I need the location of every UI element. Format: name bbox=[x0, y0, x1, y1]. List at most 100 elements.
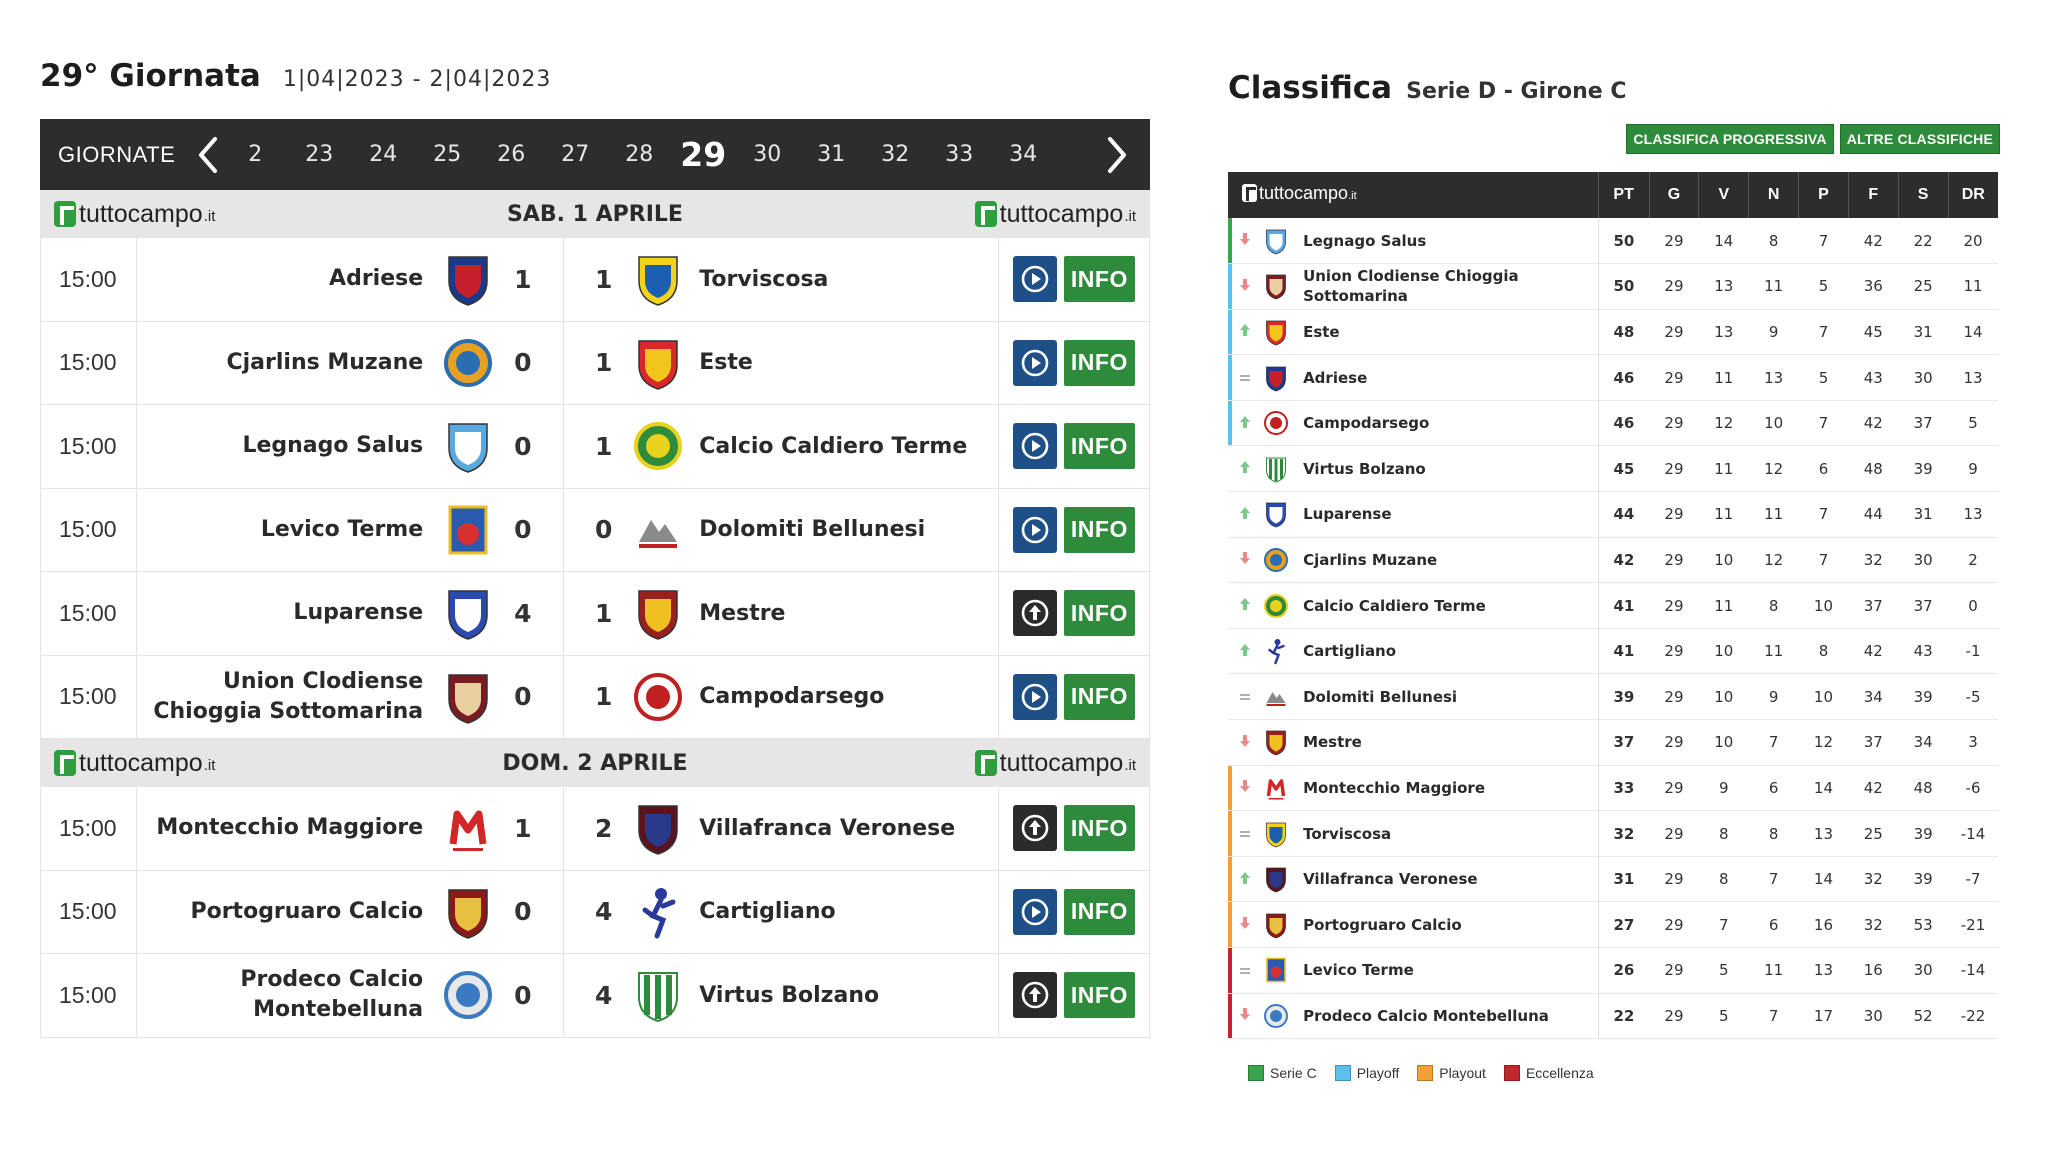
info-button[interactable]: INFO bbox=[1063, 888, 1135, 935]
play-video-button[interactable] bbox=[1012, 673, 1057, 720]
standings-row[interactable]: Mestre 37 29 10 7 12 37 34 3 bbox=[1228, 719, 1998, 766]
away-team[interactable]: Mestre bbox=[699, 600, 786, 626]
standings-row[interactable]: Campodarsego 46 29 12 10 7 42 37 5 bbox=[1228, 400, 1998, 447]
team-name[interactable]: Virtus Bolzano bbox=[1293, 445, 1599, 493]
round-25[interactable]: 25 bbox=[433, 142, 462, 167]
standings-row[interactable]: Adriese 46 29 11 13 5 43 30 13 bbox=[1228, 354, 1998, 401]
team-name[interactable]: Levico Terme bbox=[1293, 947, 1599, 994]
info-button[interactable]: INFO bbox=[1063, 673, 1135, 720]
play-video-button[interactable] bbox=[1012, 423, 1057, 470]
away-team[interactable]: Este bbox=[699, 350, 753, 376]
standings-row[interactable]: Este 48 29 13 9 7 45 31 14 bbox=[1228, 309, 1998, 356]
info-button[interactable]: INFO bbox=[1063, 972, 1135, 1019]
zone-indicator bbox=[1228, 263, 1233, 310]
round-34[interactable]: 34 bbox=[1009, 142, 1038, 167]
standings-row[interactable]: Cartigliano 41 29 10 11 8 42 43 -1 bbox=[1228, 628, 1998, 675]
round-27[interactable]: 27 bbox=[561, 142, 590, 167]
info-button[interactable]: INFO bbox=[1063, 590, 1135, 637]
col-header-p[interactable]: P bbox=[1798, 172, 1849, 218]
home-team[interactable]: Legnago Salus bbox=[242, 433, 424, 459]
play-video-button[interactable] bbox=[1012, 339, 1057, 386]
upload-video-button[interactable] bbox=[1012, 590, 1057, 637]
standings-row[interactable]: Cjarlins Muzane 42 29 10 12 7 32 30 2 bbox=[1228, 537, 1998, 584]
standings-row[interactable]: Calcio Caldiero Terme 41 29 11 8 10 37 37 0 bbox=[1228, 582, 1998, 629]
standings-row[interactable]: Prodeco Calcio Montebelluna 22 29 5 7 17 30 52-… bbox=[1228, 993, 1998, 1040]
col-header-s[interactable]: S bbox=[1897, 172, 1949, 218]
standings-row[interactable]: Portogruaro Calcio 27 29 7 6 16 32 53 -21 bbox=[1228, 901, 1998, 948]
info-button[interactable]: INFO bbox=[1063, 423, 1135, 470]
home-team[interactable]: Adriese bbox=[329, 266, 424, 292]
classifica-progressiva-button[interactable]: CLASSIFICA PROGRESSIVA bbox=[1626, 124, 1834, 154]
round-2[interactable]: 2 bbox=[248, 142, 263, 167]
team-name[interactable]: Dolomiti Bellunesi bbox=[1293, 673, 1599, 721]
team-name[interactable]: Union Clodiense Chioggia Sottomarina bbox=[1293, 263, 1599, 310]
chevron-left-icon[interactable] bbox=[193, 135, 223, 175]
away-team[interactable]: Virtus Bolzano bbox=[699, 982, 880, 1008]
play-video-button[interactable] bbox=[1012, 888, 1057, 935]
standings-row[interactable]: Montecchio Maggiore 33 29 9 6 14 42 48 -6 bbox=[1228, 765, 1998, 812]
away-team[interactable]: Villafranca Veronese bbox=[699, 815, 956, 841]
team-name[interactable]: Portogruaro Calcio bbox=[1293, 901, 1599, 948]
home-team[interactable]: Levico Terme bbox=[260, 516, 424, 542]
upload-video-button[interactable] bbox=[1012, 805, 1057, 852]
stat-g: 29 bbox=[1649, 445, 1699, 493]
round-24[interactable]: 24 bbox=[369, 142, 398, 167]
col-header-n[interactable]: N bbox=[1748, 172, 1799, 218]
home-team[interactable]: Portogruaro Calcio bbox=[190, 898, 424, 924]
team-name[interactable]: Torviscosa bbox=[1293, 810, 1599, 857]
standings-row[interactable]: Virtus Bolzano 45 29 11 12 6 48 39 9 bbox=[1228, 445, 1998, 493]
standings-row[interactable]: Union Clodiense Chioggia Sottomarina 50 29… bbox=[1228, 263, 1998, 310]
away-team[interactable]: Cartigliano bbox=[699, 899, 836, 925]
round-29[interactable]: 29 bbox=[680, 135, 727, 174]
home-team[interactable]: Luparense bbox=[293, 600, 424, 626]
home-team[interactable]: Montecchio Maggiore bbox=[156, 815, 424, 841]
home-team[interactable]: Cjarlins Muzane bbox=[226, 349, 424, 375]
team-name[interactable]: Adriese bbox=[1293, 354, 1599, 401]
standings-row[interactable]: Legnago Salus 50 29 14 8 7 42 22 20 bbox=[1228, 218, 1998, 265]
team-name[interactable]: Legnago Salus bbox=[1293, 218, 1599, 265]
play-video-button[interactable] bbox=[1012, 506, 1057, 553]
team-name[interactable]: Cartigliano bbox=[1293, 628, 1599, 675]
info-button[interactable]: INFO bbox=[1063, 256, 1135, 303]
away-team[interactable]: Dolomiti Bellunesi bbox=[699, 517, 926, 543]
standings-row[interactable]: Dolomiti Bellunesi 39 29 10 9 10 34 39 -5 bbox=[1228, 673, 1998, 721]
col-header-v[interactable]: V bbox=[1698, 172, 1749, 218]
team-name[interactable]: Mestre bbox=[1293, 719, 1599, 766]
round-26[interactable]: 26 bbox=[497, 142, 526, 167]
team-name[interactable]: Montecchio Maggiore bbox=[1293, 765, 1599, 812]
team-name[interactable]: Luparense bbox=[1293, 491, 1599, 538]
round-32[interactable]: 32 bbox=[881, 142, 910, 167]
info-button[interactable]: INFO bbox=[1063, 339, 1135, 386]
col-header-g[interactable]: G bbox=[1648, 172, 1699, 218]
team-name[interactable]: Campodarsego bbox=[1293, 400, 1599, 447]
altre-classifiche-button[interactable]: ALTRE CLASSIFICHE bbox=[1839, 124, 2000, 154]
upload-video-button[interactable] bbox=[1012, 972, 1057, 1019]
round-30[interactable]: 30 bbox=[753, 142, 782, 167]
info-button[interactable]: INFO bbox=[1063, 506, 1135, 553]
round-31[interactable]: 31 bbox=[817, 142, 846, 167]
col-header-pt[interactable]: PT bbox=[1597, 172, 1650, 218]
home-team[interactable]: Union Clodiense Chioggia Sottomarina bbox=[153, 668, 424, 724]
standings-row[interactable]: Luparense 44 29 11 11 7 44 31 13 bbox=[1228, 491, 1998, 538]
team-name[interactable]: Prodeco Calcio Montebelluna bbox=[1293, 993, 1599, 1040]
standings-row[interactable]: Levico Terme 26 29 5 11 13 16 30 -14 bbox=[1228, 947, 1998, 994]
col-header-dr[interactable]: DR bbox=[1947, 172, 1998, 218]
chevron-right-icon[interactable] bbox=[1102, 135, 1132, 175]
team-name[interactable]: Este bbox=[1293, 309, 1599, 356]
standings-row[interactable]: Villafranca Veronese 31 29 8 7 14 32 39 -7 bbox=[1228, 856, 1998, 903]
away-team[interactable]: Calcio Caldiero Terme bbox=[699, 433, 968, 459]
play-video-button[interactable] bbox=[1012, 256, 1057, 303]
away-team[interactable]: Torviscosa bbox=[699, 266, 829, 292]
team-name[interactable]: Calcio Caldiero Terme bbox=[1293, 582, 1599, 629]
team-name[interactable]: Villafranca Veronese bbox=[1293, 856, 1599, 903]
away-team[interactable]: Campodarsego bbox=[699, 684, 885, 710]
standings-row[interactable]: Torviscosa 32 29 8 8 13 25 39 -14 bbox=[1228, 810, 1998, 857]
home-team[interactable]: Prodeco Calcio Montebelluna bbox=[240, 967, 424, 1023]
stat-n: 10 bbox=[1748, 400, 1799, 447]
round-28[interactable]: 28 bbox=[625, 142, 654, 167]
info-button[interactable]: INFO bbox=[1063, 805, 1135, 852]
team-name[interactable]: Cjarlins Muzane bbox=[1293, 537, 1599, 584]
round-23[interactable]: 23 bbox=[305, 142, 334, 167]
round-33[interactable]: 33 bbox=[945, 142, 974, 167]
col-header-f[interactable]: F bbox=[1847, 172, 1899, 218]
